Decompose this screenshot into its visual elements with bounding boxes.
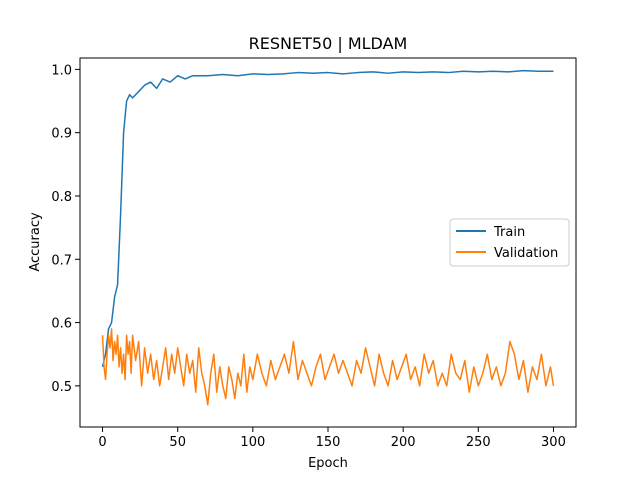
series-lines <box>101 69 555 406</box>
x-tick-label: 0 <box>98 435 106 450</box>
series-line-train <box>101 69 554 368</box>
y-tick-label: 1.0 <box>51 63 72 78</box>
y-tick-label: 0.8 <box>51 190 72 205</box>
y-tick-label: 0.5 <box>51 380 72 395</box>
y-tick-label: 0.9 <box>51 127 72 142</box>
y-axis-ticks: 0.5 0.6 0.7 0.8 0.9 1.0 <box>51 63 80 395</box>
x-tick-label: 300 <box>541 435 566 450</box>
series-line-validation <box>101 328 555 406</box>
y-axis-label: Accuracy <box>28 212 43 272</box>
legend-label-train: Train <box>493 225 525 240</box>
x-axis-label: Epoch <box>308 456 348 471</box>
x-tick-label: 250 <box>466 435 491 450</box>
x-tick-label: 100 <box>240 435 265 450</box>
legend: Train Validation <box>449 218 570 267</box>
y-tick-label: 0.7 <box>51 253 72 268</box>
x-tick-label: 200 <box>391 435 416 450</box>
legend-label-validation: Validation <box>494 246 558 261</box>
y-tick-label: 0.6 <box>51 317 72 332</box>
x-tick-label: 150 <box>316 435 341 450</box>
chart-title: RESNET50 | MLDAM <box>249 34 408 53</box>
x-tick-label: 50 <box>169 435 186 450</box>
x-axis-ticks: 0 50 100 150 200 250 300 <box>98 427 566 450</box>
